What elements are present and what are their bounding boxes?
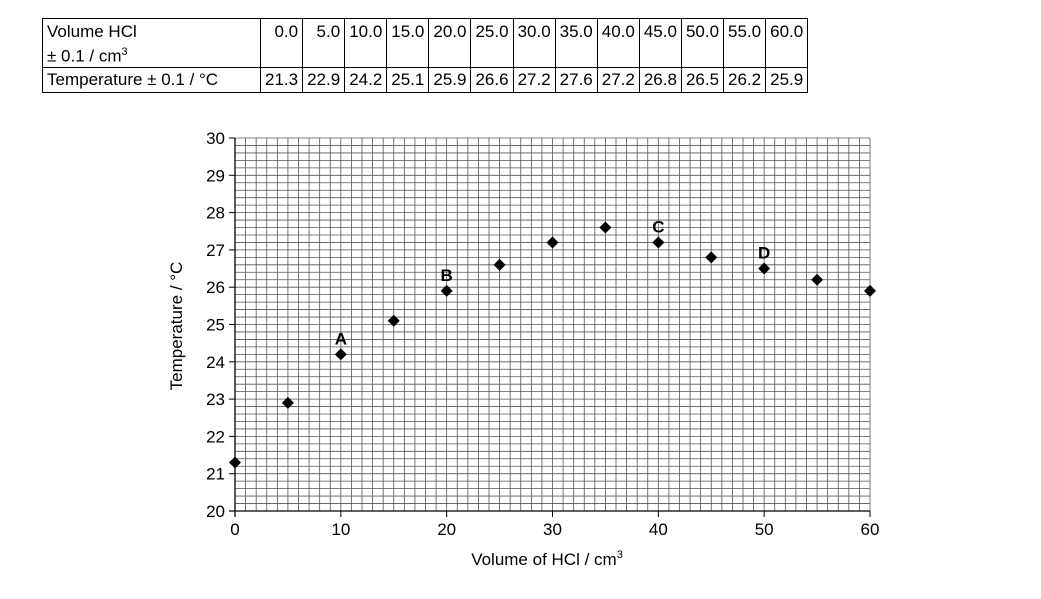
data-point <box>811 273 824 286</box>
temperature-cell: 22.9 <box>302 67 346 93</box>
y-tick-label: 24 <box>206 353 225 372</box>
x-axis-label-sup: 3 <box>617 549 623 561</box>
x-tick-label: 40 <box>649 520 668 539</box>
y-tick-label: 20 <box>206 502 225 521</box>
y-tick-label: 22 <box>206 427 225 446</box>
data-point <box>864 284 876 297</box>
temperature-cell: 27.2 <box>512 67 556 93</box>
y-tick-label: 26 <box>206 278 225 297</box>
x-axis-label-text: Volume of HCl / cm <box>471 550 617 569</box>
data-point <box>599 221 612 234</box>
point-annotation-label: D <box>758 244 770 263</box>
x-tick-label: 50 <box>755 520 774 539</box>
x-tick-label: 60 <box>861 520 880 539</box>
volume-cell: 0.0 <box>259 18 304 68</box>
temperature-cell: 27.6 <box>554 67 598 93</box>
volume-row: Volume HCl ± 0.1 / cm3 0.0 5.0 10.0 15.0 20.0… <box>42 18 809 68</box>
y-tick-label: 23 <box>206 390 225 409</box>
data-table: Volume HCl ± 0.1 / cm3 0.0 5.0 10.0 15.0 20.0… <box>42 18 809 93</box>
data-point <box>493 258 506 271</box>
volume-cell: 10.0 <box>344 18 388 68</box>
temperature-cell: 25.9 <box>428 67 472 93</box>
temperature-row-header: Temperature ± 0.1 / °C <box>42 67 261 93</box>
volume-cell: 60.0 <box>765 18 809 68</box>
volume-row-header: Volume HCl ± 0.1 / cm3 <box>42 18 261 68</box>
chart-tick-labels: 0 10 20 30 40 50 60 20 21 22 23 24 25 26 27 28 29 30 <box>206 129 879 539</box>
data-point <box>281 396 294 409</box>
x-tick-label: 10 <box>331 520 350 539</box>
data-point <box>440 284 453 297</box>
temperature-cell: 26.8 <box>638 67 682 93</box>
data-point <box>387 314 400 327</box>
chart-grid <box>234 137 871 512</box>
volume-cell: 15.0 <box>386 18 430 68</box>
volume-header-line2: ± 0.1 / cm <box>47 46 122 66</box>
volume-cell: 20.0 <box>428 18 472 68</box>
temperature-cell: 26.2 <box>723 67 767 93</box>
chart-axes <box>229 137 871 517</box>
volume-cell: 50.0 <box>680 18 725 68</box>
data-point <box>705 251 718 264</box>
y-tick-label: 28 <box>206 204 225 223</box>
y-tick-label: 25 <box>206 316 225 335</box>
temperature-cell: 21.3 <box>259 67 304 93</box>
point-annotation-label: C <box>652 217 664 236</box>
y-tick-label: 29 <box>206 166 225 185</box>
point-annotation-label: B <box>441 266 453 285</box>
x-tick-label: 0 <box>230 520 239 539</box>
y-tick-label: 21 <box>206 465 225 484</box>
volume-header-sup: 3 <box>121 46 128 58</box>
x-axis-label: Volume of HCl / cm3 <box>471 549 623 569</box>
chart-points <box>229 221 876 469</box>
y-axis-label: Temperature / °C <box>167 262 186 391</box>
temperature-row: Temperature ± 0.1 / °C 21.3 22.9 24.2 25.1 2… <box>42 67 809 93</box>
data-point <box>334 348 347 361</box>
x-tick-label: 30 <box>543 520 562 539</box>
data-point <box>758 262 771 275</box>
point-annotation-label: A <box>335 329 347 348</box>
data-point <box>652 236 665 249</box>
y-tick-label: 27 <box>206 241 225 260</box>
volume-cell: 40.0 <box>596 18 640 68</box>
temperature-cell: 25.1 <box>386 67 430 93</box>
chart-annotations: A B C D <box>335 217 771 348</box>
volume-header-line1: Volume HCl <box>47 22 137 41</box>
data-point <box>229 456 241 469</box>
temperature-cell: 27.2 <box>596 67 640 93</box>
data-point <box>546 236 559 249</box>
x-tick-label: 20 <box>437 520 456 539</box>
y-tick-label: 30 <box>206 129 225 148</box>
temperature-cell: 25.9 <box>765 67 809 93</box>
volume-cell: 45.0 <box>638 18 682 68</box>
